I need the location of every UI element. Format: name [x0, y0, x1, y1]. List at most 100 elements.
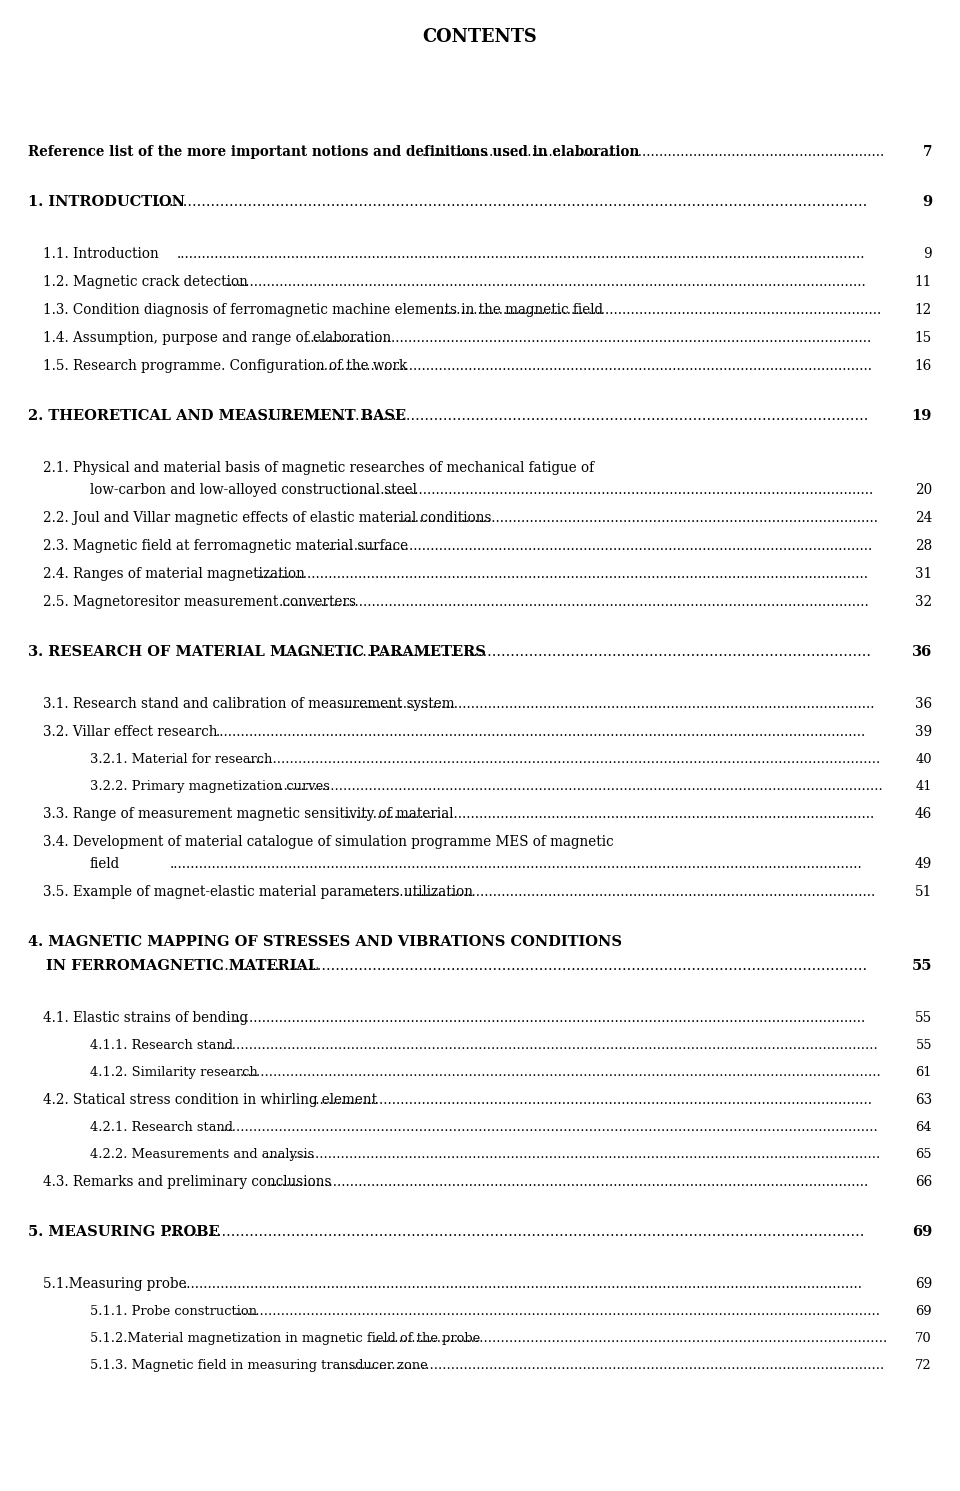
Text: ................................................................................: ........................................… [324, 540, 873, 553]
Text: ................................................................................: ........................................… [385, 511, 878, 525]
Text: 2.4. Ranges of material magnetization: 2.4. Ranges of material magnetization [43, 567, 305, 581]
Text: ................................................................................: ........................................… [265, 1148, 881, 1161]
Text: 31: 31 [915, 567, 932, 581]
Text: ................................................................................: ........................................… [340, 696, 876, 711]
Text: 1.5. Research programme. Configuration of the work: 1.5. Research programme. Configuration o… [43, 359, 407, 373]
Text: 28: 28 [915, 540, 932, 553]
Text: ................................................................................: ........................................… [280, 646, 872, 659]
Text: ................................................................................: ........................................… [220, 1121, 878, 1135]
Text: 36: 36 [915, 696, 932, 711]
Text: ................................................................................: ........................................… [245, 409, 869, 423]
Text: ................................................................................: ........................................… [361, 886, 876, 899]
Text: 4.2.2. Measurements and analysis: 4.2.2. Measurements and analysis [90, 1148, 314, 1161]
Text: 32: 32 [915, 595, 932, 608]
Text: 2. THEORETICAL AND MEASUREMENT BASE: 2. THEORETICAL AND MEASUREMENT BASE [28, 409, 406, 423]
Text: 69: 69 [916, 1305, 932, 1318]
Text: 12: 12 [915, 303, 932, 318]
Text: ................................................................................: ........................................… [270, 1175, 870, 1188]
Text: 9: 9 [922, 195, 932, 209]
Text: 4.1.2. Similarity research: 4.1.2. Similarity research [90, 1066, 257, 1079]
Text: 15: 15 [915, 331, 932, 344]
Text: 4. MAGNETIC MAPPING OF STRESSES AND VIBRATIONS CONDITIONS: 4. MAGNETIC MAPPING OF STRESSES AND VIBR… [28, 935, 622, 948]
Text: 36: 36 [912, 646, 932, 659]
Text: ................................................................................: ........................................… [156, 195, 868, 209]
Text: 3.3. Range of measurement magnetic sensitivity of material: 3.3. Range of measurement magnetic sensi… [43, 807, 453, 822]
Text: IN FERROMAGNETIC MATERIAL: IN FERROMAGNETIC MATERIAL [46, 959, 318, 974]
Text: 24: 24 [915, 511, 932, 525]
Text: ................................................................................: ........................................… [183, 1276, 863, 1291]
Text: ................................................................................: ........................................… [235, 1305, 881, 1318]
Text: ................................................................................: ........................................… [239, 1066, 881, 1079]
Text: 3.1. Research stand and calibration of measurement system: 3.1. Research stand and calibration of m… [43, 696, 455, 711]
Text: 2.1. Physical and material basis of magnetic researches of mechanical fatigue of: 2.1. Physical and material basis of magn… [43, 461, 594, 476]
Text: ................................................................................: ........................................… [344, 807, 876, 822]
Text: ................................................................................: ........................................… [311, 1093, 873, 1106]
Text: ................................................................................: ........................................… [220, 1039, 878, 1053]
Text: ................................................................................: ........................................… [307, 331, 873, 344]
Text: 55: 55 [916, 1039, 932, 1053]
Text: 1. INTRODUCTION: 1. INTRODUCTION [28, 195, 185, 209]
Text: 9: 9 [924, 248, 932, 261]
Text: 49: 49 [915, 857, 932, 871]
Text: 7: 7 [923, 145, 932, 160]
Text: 4.2. Statical stress condition in whirling element: 4.2. Statical stress condition in whirli… [43, 1093, 377, 1106]
Text: 5. MEASURING PROBE: 5. MEASURING PROBE [28, 1226, 220, 1239]
Text: 4.1. Elastic strains of bending: 4.1. Elastic strains of bending [43, 1011, 248, 1024]
Text: 1.3. Condition diagnosis of ferromagnetic machine elements in the magnetic field: 1.3. Condition diagnosis of ferromagneti… [43, 303, 603, 318]
Text: ................................................................................: ........................................… [169, 857, 862, 871]
Text: 3.5. Example of magnet-elastic material parameters utilization: 3.5. Example of magnet-elastic material … [43, 886, 473, 899]
Text: ................................................................................: ........................................… [276, 780, 883, 793]
Text: ................................................................................: ........................................… [167, 1226, 865, 1239]
Text: low-carbon and low-alloyed constructional steel: low-carbon and low-alloyed constructiona… [90, 483, 417, 497]
Text: 1.1. Introduction: 1.1. Introduction [43, 248, 158, 261]
Text: 40: 40 [916, 753, 932, 766]
Text: ................................................................................: ........................................… [311, 359, 873, 373]
Text: 65: 65 [916, 1148, 932, 1161]
Text: 69: 69 [912, 1226, 932, 1239]
Text: 69: 69 [915, 1276, 932, 1291]
Text: 70: 70 [915, 1331, 932, 1345]
Text: CONTENTS: CONTENTS [422, 28, 538, 46]
Text: ................................................................................: ........................................… [248, 753, 881, 766]
Text: ................................................................................: ........................................… [278, 595, 870, 608]
Text: 5.1.1. Probe construction: 5.1.1. Probe construction [90, 1305, 257, 1318]
Text: 3.4. Development of material catalogue of simulation programme MES of magnetic: 3.4. Development of material catalogue o… [43, 835, 613, 848]
Text: 64: 64 [916, 1121, 932, 1135]
Text: 2.5. Magnetoresitor measurement converters: 2.5. Magnetoresitor measurement converte… [43, 595, 356, 608]
Text: 5.1.3. Magnetic field in measuring transducer zone: 5.1.3. Magnetic field in measuring trans… [90, 1358, 428, 1372]
Text: 2.2. Joul and Villar magnetic effects of elastic material conditions: 2.2. Joul and Villar magnetic effects of… [43, 511, 492, 525]
Text: 66: 66 [915, 1175, 932, 1188]
Text: 16: 16 [915, 359, 932, 373]
Text: 5.1.Measuring probe: 5.1.Measuring probe [43, 1276, 186, 1291]
Text: 72: 72 [916, 1358, 932, 1372]
Text: 61: 61 [916, 1066, 932, 1079]
Text: 3. RESEARCH OF MATERIAL MAGNETIC PARAMETERS: 3. RESEARCH OF MATERIAL MAGNETIC PARAMET… [28, 646, 486, 659]
Text: 3.2. Villar effect research: 3.2. Villar effect research [43, 725, 218, 740]
Text: ................................................................................: ........................................… [435, 303, 881, 318]
Text: 1.4. Assumption, purpose and range of elaboration: 1.4. Assumption, purpose and range of el… [43, 331, 392, 344]
Text: 5.1.2.Material magnetization in magnetic field of the probe: 5.1.2.Material magnetization in magnetic… [90, 1331, 480, 1345]
Text: 1.2. Magnetic crack detection: 1.2. Magnetic crack detection [43, 274, 248, 289]
Text: 11: 11 [915, 274, 932, 289]
Text: ................................................................................: ........................................… [225, 274, 866, 289]
Text: 51: 51 [915, 886, 932, 899]
Text: ................................................................................: ........................................… [216, 725, 866, 740]
Text: 39: 39 [915, 725, 932, 740]
Text: 41: 41 [916, 780, 932, 793]
Text: ................................................................................: ........................................… [216, 959, 868, 974]
Text: 4.1.1. Research stand: 4.1.1. Research stand [90, 1039, 233, 1053]
Text: 55: 55 [911, 959, 932, 974]
Text: 63: 63 [915, 1093, 932, 1106]
Text: ................................................................................: ........................................… [343, 483, 875, 497]
Text: ................................................................................: ........................................… [257, 567, 869, 581]
Text: field: field [90, 857, 120, 871]
Text: ................................................................................: ........................................… [233, 1011, 867, 1024]
Text: 19: 19 [912, 409, 932, 423]
Text: 55: 55 [915, 1011, 932, 1024]
Text: 3.2.1. Material for research: 3.2.1. Material for research [90, 753, 273, 766]
Text: 3.2.2. Primary magnetization curves: 3.2.2. Primary magnetization curves [90, 780, 330, 793]
Text: Reference list of the more important notions and definitions used in elaboration: Reference list of the more important not… [28, 145, 639, 160]
Text: 4.2.1. Research stand: 4.2.1. Research stand [90, 1121, 233, 1135]
Text: 46: 46 [915, 807, 932, 822]
Text: ................................................................................: ........................................… [373, 1331, 888, 1345]
